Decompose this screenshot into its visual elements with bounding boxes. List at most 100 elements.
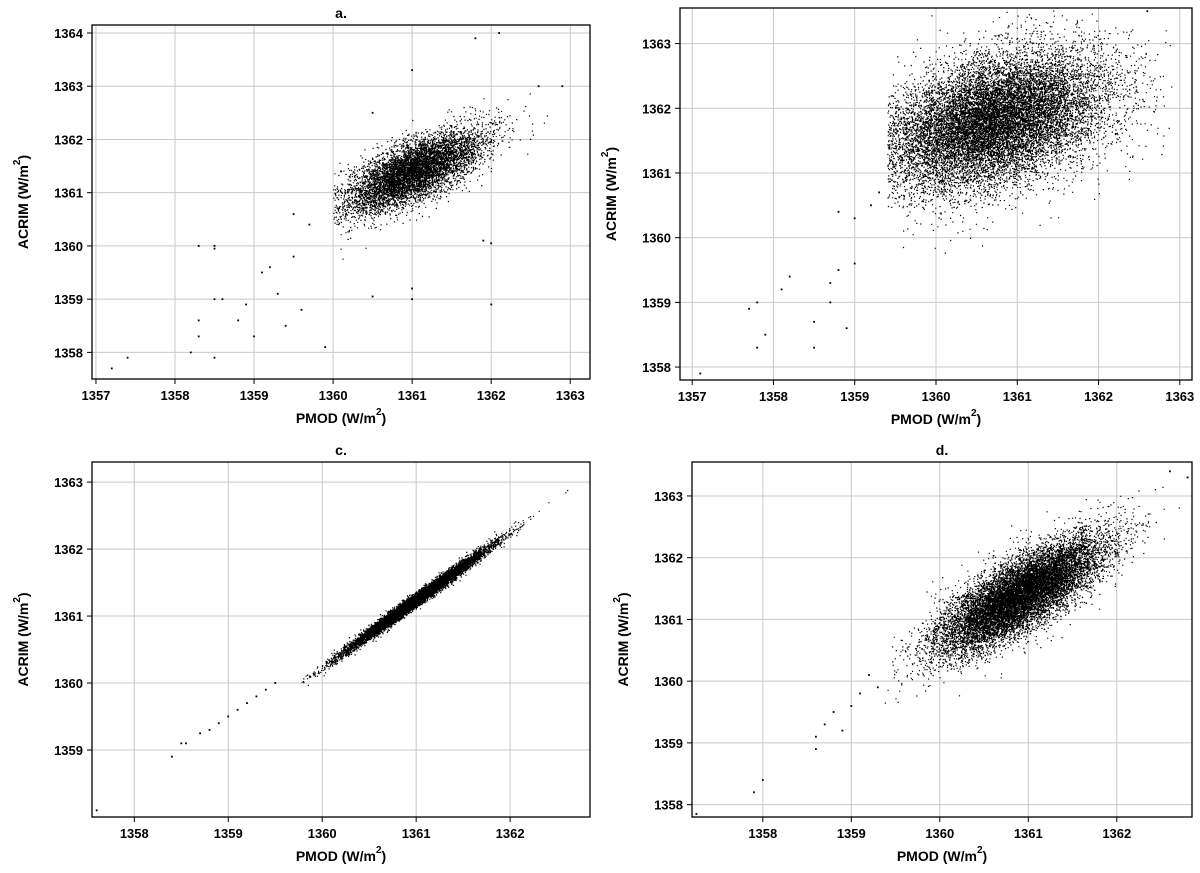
panel-c-point-cloud: [301, 489, 569, 686]
panel-d: d. 1358 1359 1360 1361 1362 1358 1359 1360 1361 1…: [612, 442, 1193, 864]
panel-d-y-tick-label: 1361: [654, 612, 683, 627]
panel-a-plot-frame: [91, 24, 591, 380]
panel-a-x-tick-label: 1358: [161, 388, 190, 403]
panel-c-data-point: [180, 742, 183, 745]
panel-d-y-axis-label: ACRIM (W/m2): [612, 592, 631, 686]
panel-c-x-tick-label: 1360: [308, 826, 337, 841]
panel-a-y-tick-label: 1363: [54, 79, 83, 94]
panel-d-data-point: [1169, 470, 1171, 473]
panel-a-data-point: [197, 335, 200, 338]
panel-a-data-point: [411, 69, 413, 72]
panel-d-y-tick-label: 1363: [654, 489, 683, 504]
panel-b-y-tick-label: 1361: [642, 166, 671, 181]
panel-c-data-point: [217, 722, 220, 725]
panel-a-y-tick-label: 1361: [54, 186, 83, 201]
panel-b: 1357 1358 1359 1360 1361 1362 1363 1358 1359 1360…: [600, 7, 1194, 427]
panel-a: a. 1357 1358 1359 1360 1361 1362 1363 1358 1359 1…: [12, 5, 591, 426]
panel-b-y-tick-label: 1358: [642, 360, 671, 375]
panel-b-x-tick-label: 1358: [759, 389, 788, 404]
panel-a-data-point: [561, 85, 564, 88]
panel-b-data-point: [788, 275, 791, 278]
panel-c-y-tick-label: 1362: [54, 542, 83, 557]
panel-b-data-point: [699, 372, 702, 375]
panel-b-data-point: [748, 307, 750, 310]
panel-b-y-tick-label: 1363: [642, 37, 671, 52]
panel-b-x-tick-label: 1360: [922, 389, 951, 404]
panel-c-data-point: [274, 682, 277, 684]
panel-c-data-point: [255, 695, 258, 698]
panel-c-data-point: [185, 742, 187, 745]
panel-d-data-point: [859, 692, 861, 695]
panel-d-x-tick-label: 1359: [837, 826, 866, 841]
panel-a-data-point: [189, 351, 192, 354]
panel-a-data-point: [371, 111, 374, 114]
panel-c-y-tick-label: 1363: [54, 475, 83, 490]
panel-b-x-tick-label: 1357: [678, 389, 707, 404]
panel-b-data-point: [1146, 10, 1149, 13]
panel-b-point-cloud: [887, 8, 1173, 254]
panel-a-data-point: [269, 266, 271, 269]
panel-d-y-tick-label: 1362: [654, 551, 683, 566]
panel-d-x-axis-label: PMOD (W/m2): [897, 845, 987, 864]
panel-d-data-point: [815, 735, 817, 738]
panel-a-data-point: [498, 32, 500, 34]
panel-a-data-point: [126, 356, 129, 359]
panel-a-data-point: [197, 319, 200, 322]
panel-a-data-point: [237, 319, 240, 322]
panel-c-data-point: [236, 708, 239, 711]
panel-c-title: c.: [335, 442, 347, 458]
panel-b-y-tick-label: 1359: [642, 295, 671, 310]
panel-a-y-axis-label: ACRIM (W/m2): [12, 155, 31, 249]
panel-c: c. 1358 1359 1360 1361 1362 1359 1360 1361 1362 1…: [12, 442, 591, 864]
panel-a-title: a.: [335, 5, 347, 21]
panel-a-data-point: [292, 255, 295, 258]
panel-c-plot-frame: [91, 461, 591, 818]
panel-d-data-point: [1186, 476, 1189, 479]
panel-d-plot-frame: [691, 461, 1193, 818]
panel-a-data-point: [213, 247, 216, 250]
panel-c-x-tick-label: 1361: [402, 826, 431, 841]
panel-c-data-point: [171, 755, 173, 758]
panel-d-y-tick-label: 1360: [654, 674, 683, 689]
panel-c-data-point: [95, 809, 98, 812]
panel-b-x-tick-label: 1359: [840, 389, 869, 404]
panel-a-data-point: [537, 85, 540, 88]
panel-b-data-point: [756, 346, 759, 349]
panel-a-x-tick-label: 1361: [398, 388, 427, 403]
panel-c-y-axis-label: ACRIM (W/m2): [12, 592, 31, 686]
panel-b-x-axis-label: PMOD (W/m2): [891, 408, 981, 427]
panel-a-x-tick-label: 1362: [477, 388, 506, 403]
panel-b-data-point: [853, 262, 856, 265]
panel-b-data-point: [878, 191, 880, 194]
panel-c-data-point: [199, 732, 201, 735]
panel-a-data-point: [213, 245, 216, 247]
panel-a-data-point: [474, 37, 477, 40]
panel-d-point-cloud: [884, 486, 1180, 704]
panel-a-y-tick-label: 1362: [54, 132, 83, 147]
panel-d-y-tick-label: 1358: [654, 798, 683, 813]
panel-c-data-point: [208, 729, 211, 731]
panel-a-data-point: [411, 287, 413, 290]
panel-d-x-tick-label: 1362: [1102, 826, 1131, 841]
panel-a-x-tick-label: 1359: [240, 388, 269, 403]
panel-b-data-point: [837, 210, 840, 213]
panel-a-data-point: [221, 298, 224, 301]
panel-c-x-tick-label: 1358: [120, 826, 149, 841]
panel-d-data-point: [841, 729, 844, 732]
panel-a-x-tick-label: 1360: [319, 388, 348, 403]
panel-d-data-point: [695, 813, 698, 815]
panel-d-data-point: [832, 711, 835, 713]
panel-d-data-point: [753, 791, 755, 794]
panel-a-x-tick-label: 1357: [81, 388, 110, 403]
panel-a-data-point: [213, 356, 216, 359]
panel-a-data-point: [490, 303, 493, 306]
panel-a-y-tick-label: 1359: [54, 292, 83, 307]
panel-c-x-tick-label: 1359: [214, 826, 243, 841]
panel-d-y-tick-label: 1359: [654, 736, 683, 751]
panel-d-data-point: [850, 705, 853, 707]
panel-a-data-point: [245, 303, 247, 306]
panel-d-data-point: [823, 723, 826, 726]
panel-a-data-point: [411, 298, 413, 301]
panel-b-data-point: [813, 346, 815, 349]
